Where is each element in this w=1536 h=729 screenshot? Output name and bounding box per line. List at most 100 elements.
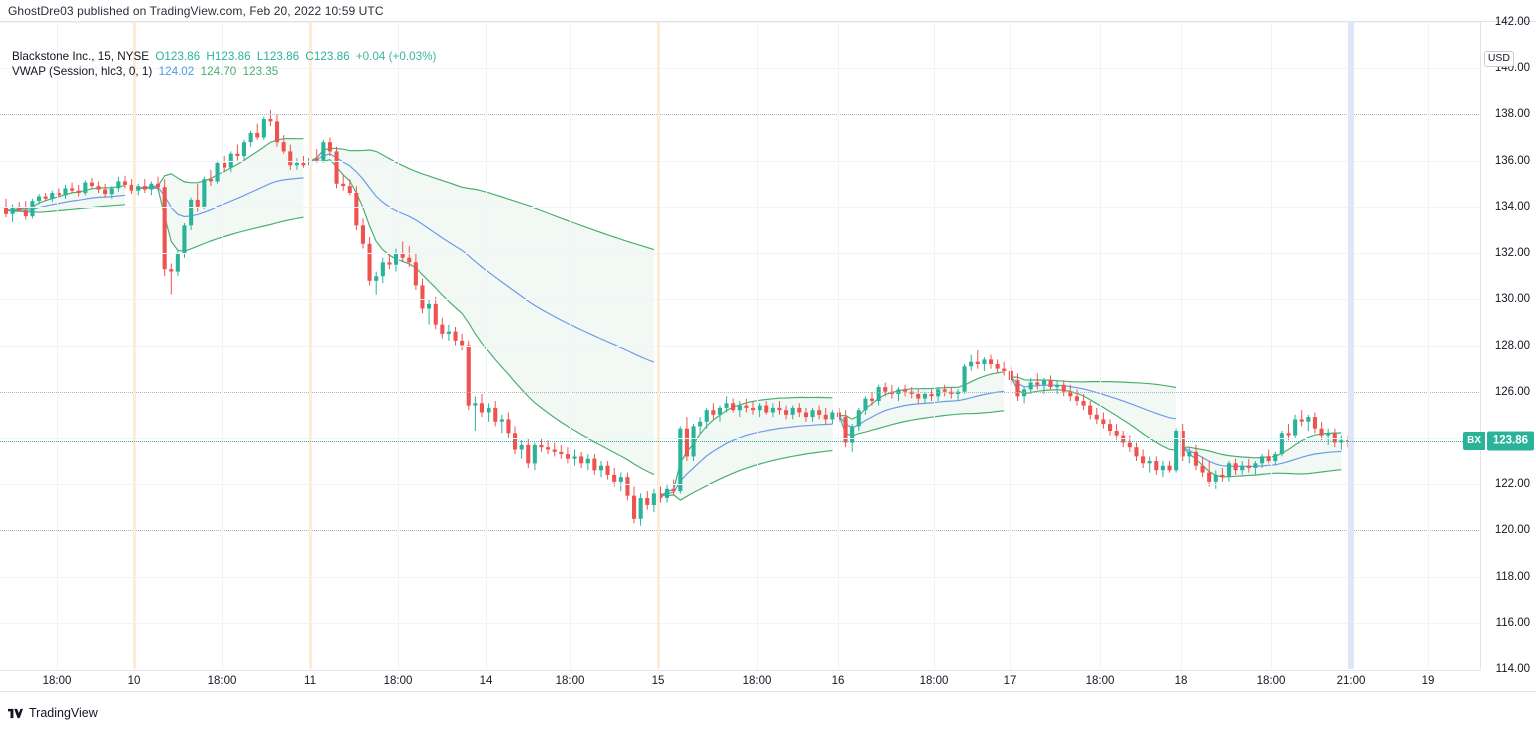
candle-body bbox=[1022, 389, 1027, 397]
candle-body bbox=[1266, 456, 1271, 461]
candle-body bbox=[23, 210, 28, 217]
session-break-marker bbox=[133, 22, 136, 669]
legend-low: L123.86 bbox=[256, 50, 300, 63]
candle-body bbox=[936, 389, 941, 397]
candle-body bbox=[367, 243, 372, 281]
vwap-lower-band bbox=[131, 187, 304, 252]
candle-body bbox=[1055, 384, 1060, 388]
candle-body bbox=[268, 119, 273, 122]
candle-body bbox=[466, 345, 471, 406]
gridline-horizontal bbox=[0, 622, 1480, 624]
vwap-band-fill bbox=[310, 148, 654, 475]
session-highlight-marker bbox=[1348, 22, 1354, 669]
candle-body bbox=[955, 391, 960, 394]
legend-indicator-row[interactable]: VWAP (Session, hlc3, 0, 1) 124.02 124.70… bbox=[12, 64, 439, 79]
candle-body bbox=[347, 186, 352, 193]
candle-body bbox=[1108, 424, 1113, 431]
time-axis-tick: 11 bbox=[304, 675, 316, 687]
gridline-horizontal bbox=[0, 437, 1480, 439]
candle-body bbox=[896, 389, 901, 394]
time-axis[interactable]: 18:00 10 18:00 11 18:00 14 18:00 15 18:00 16 18:00… bbox=[0, 670, 1481, 692]
candle-body bbox=[949, 391, 954, 394]
candle-body bbox=[731, 403, 736, 411]
price-axis-tick: 126.00 bbox=[1494, 385, 1530, 398]
time-axis-tick: 18:00 bbox=[383, 675, 413, 687]
gridline-vertical bbox=[570, 22, 571, 669]
price-axis-tick: 122.00 bbox=[1494, 478, 1530, 491]
time-axis-tick: 18:00 bbox=[1085, 675, 1115, 687]
price-axis[interactable]: 142.00 140.00 138.00 136.00 134.00 132.00 130.… bbox=[1463, 16, 1536, 692]
chart-plot-area[interactable]: Blackstone Inc., 15, NYSE O123.86 H123.8… bbox=[0, 22, 1481, 669]
candle-body bbox=[116, 181, 121, 189]
price-axis-tick: 114.00 bbox=[1495, 663, 1530, 675]
candle-body bbox=[989, 359, 994, 364]
candle-body bbox=[1273, 454, 1278, 461]
candle-body bbox=[96, 186, 101, 190]
vwap-lower-band bbox=[660, 449, 833, 501]
vwap-band-fill bbox=[131, 138, 304, 252]
published-attribution: GhostDre03 published on TradingView.com,… bbox=[8, 4, 384, 18]
gridline-vertical bbox=[1181, 22, 1182, 669]
candle-body bbox=[215, 163, 220, 182]
vwap-upper-band bbox=[1010, 376, 1177, 389]
candle-body bbox=[440, 324, 445, 334]
legend-symbol-row[interactable]: Blackstone Inc., 15, NYSE O123.86 H123.8… bbox=[12, 49, 439, 64]
candle-body bbox=[638, 498, 643, 519]
legend-vwap-mid: 124.02 bbox=[158, 65, 195, 78]
candle-body bbox=[684, 428, 689, 457]
candle-body bbox=[1167, 465, 1172, 471]
candle-body bbox=[321, 142, 326, 161]
candle-body bbox=[1187, 451, 1192, 457]
candle-body bbox=[43, 196, 48, 199]
gridline-vertical bbox=[1010, 22, 1011, 669]
gridline-horizontal bbox=[0, 391, 1480, 393]
candle-body bbox=[969, 361, 974, 367]
candle-body bbox=[341, 183, 346, 187]
gridline-vertical bbox=[757, 22, 758, 669]
price-axis-tick: 134.00 bbox=[1494, 200, 1530, 213]
candle-body bbox=[1101, 419, 1106, 424]
candle-body bbox=[1121, 435, 1126, 443]
candle-body bbox=[76, 190, 81, 193]
candle-body bbox=[777, 407, 782, 411]
time-axis-tick: 17 bbox=[1003, 675, 1017, 687]
candle-body bbox=[1035, 382, 1040, 385]
candle-body bbox=[830, 412, 835, 420]
candle-body bbox=[493, 407, 498, 422]
candle-body bbox=[1293, 419, 1298, 436]
candle-body bbox=[632, 495, 637, 519]
candle-body bbox=[618, 477, 623, 482]
candle-body bbox=[975, 361, 980, 364]
candle-body bbox=[83, 182, 88, 193]
currency-badge[interactable]: USD bbox=[1483, 51, 1514, 67]
candle-body bbox=[281, 142, 286, 152]
legend-vwap-lower: 123.35 bbox=[242, 65, 279, 78]
candle-body bbox=[764, 405, 769, 413]
legend-open: O123.86 bbox=[155, 50, 201, 63]
gridline-horizontal bbox=[0, 22, 1480, 23]
candle-body bbox=[751, 407, 756, 411]
candle-body bbox=[790, 407, 795, 415]
candle-body bbox=[1114, 431, 1119, 436]
symbol-price-tag: BX bbox=[1463, 432, 1485, 451]
footer: TradingView bbox=[8, 706, 98, 720]
candle-body bbox=[539, 444, 544, 448]
candle-body bbox=[17, 206, 22, 211]
candle-body bbox=[30, 201, 35, 217]
candle-body bbox=[374, 276, 379, 281]
candle-body bbox=[222, 163, 227, 168]
candle-body bbox=[1041, 380, 1046, 385]
candle-body bbox=[301, 163, 306, 166]
tradingview-logo-icon bbox=[8, 708, 23, 718]
candle-body bbox=[446, 331, 451, 334]
candle-body bbox=[817, 410, 822, 415]
legend-change: +0.04 (+0.03%) bbox=[355, 50, 437, 63]
candle-body bbox=[1061, 384, 1066, 392]
candle-body bbox=[1015, 380, 1020, 397]
candle-body bbox=[1068, 391, 1073, 397]
vwap-lower-band bbox=[1010, 376, 1177, 451]
candle-body bbox=[698, 421, 703, 427]
candle-body bbox=[598, 465, 603, 471]
vwap-mid-line bbox=[838, 390, 1005, 429]
